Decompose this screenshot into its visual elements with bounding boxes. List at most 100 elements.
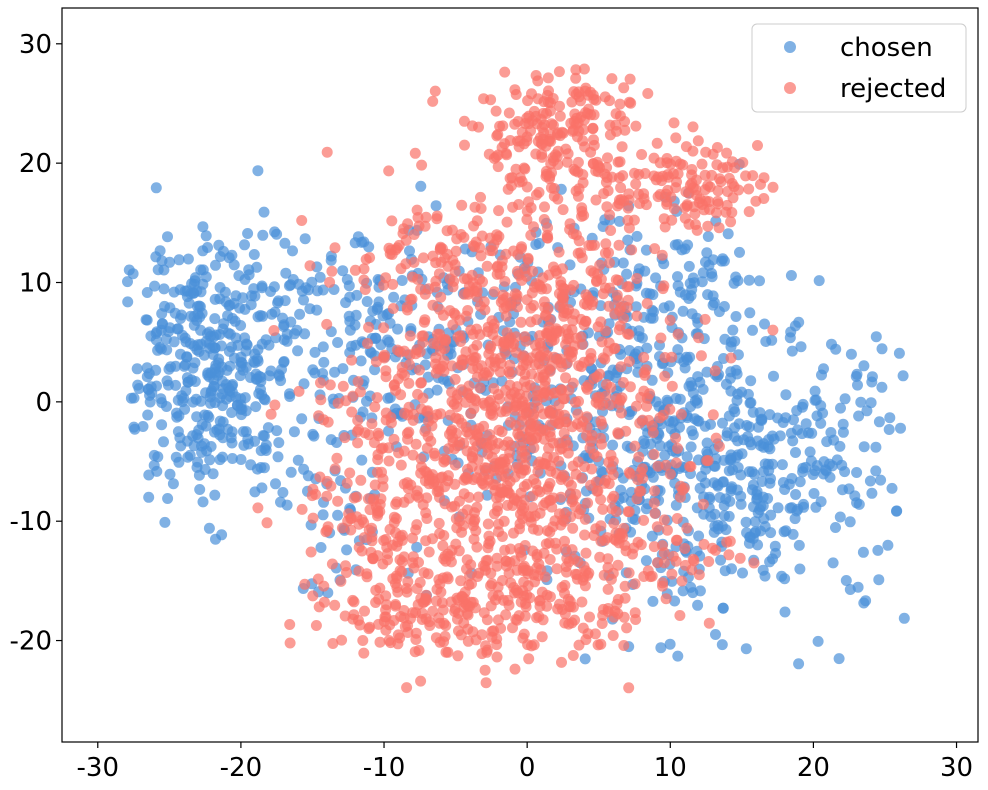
- rejected-point-861: [525, 229, 537, 241]
- rejected-point-1898: [637, 472, 649, 484]
- rejected-point-500: [579, 529, 591, 541]
- chosen-point-1349: [658, 258, 670, 270]
- chosen-point-310: [270, 478, 281, 490]
- rejected-point-663: [347, 390, 359, 402]
- chosen-point-171: [181, 372, 193, 384]
- chosen-point-348: [232, 399, 243, 411]
- chosen-point-736: [719, 565, 731, 577]
- rejected-point-1211: [722, 186, 733, 197]
- rejected-point-1081: [512, 116, 524, 127]
- chosen-point-1381: [317, 284, 329, 296]
- rejected-point-1821: [431, 213, 443, 225]
- chosen-point-536: [790, 447, 801, 458]
- rejected-point-1844: [664, 468, 676, 480]
- rejected-point-1907: [606, 493, 618, 505]
- chosen-point-189: [209, 489, 221, 501]
- rejected-point-1838: [496, 255, 508, 267]
- rejected-point-1379: [434, 617, 446, 629]
- chosen-point-47: [149, 280, 161, 292]
- chosen-point-677: [876, 381, 888, 393]
- rejected-point-1381: [500, 555, 512, 567]
- chosen-point-525: [793, 658, 805, 670]
- rejected-point-1781: [535, 340, 547, 352]
- chosen-point-272: [148, 449, 160, 461]
- x-tick-label-30: 30: [940, 753, 973, 783]
- chosen-point-132: [142, 409, 154, 421]
- chosen-point-176: [182, 451, 194, 463]
- rejected-point-1556: [329, 599, 341, 611]
- rejected-point-1401: [522, 568, 534, 580]
- rejected-point-684: [496, 426, 508, 438]
- rejected-point-874: [585, 352, 597, 364]
- rejected-point-1373: [579, 580, 591, 592]
- chosen-point-1372: [344, 291, 356, 303]
- chosen-point-447: [790, 489, 802, 500]
- rejected-point-656: [527, 523, 539, 535]
- rejected-point-678: [339, 432, 351, 444]
- rejected-point-233: [623, 467, 635, 478]
- rejected-point-1914: [614, 528, 626, 540]
- chosen-point-657: [796, 401, 808, 413]
- rejected-point-1514: [252, 502, 264, 514]
- rejected-point-596: [583, 379, 594, 391]
- rejected-point-399: [531, 385, 543, 397]
- rejected-point-1755: [641, 298, 653, 309]
- chosen-point-718: [737, 567, 748, 579]
- rejected-point-655: [553, 399, 565, 411]
- chosen-point-290: [179, 359, 191, 371]
- rejected-point-1159: [679, 212, 691, 224]
- chosen-point-1403: [363, 241, 375, 253]
- chosen-point-927: [724, 495, 736, 507]
- rejected-point-1185: [702, 220, 714, 232]
- rejected-point-1725: [497, 294, 509, 306]
- chosen-point-382: [263, 339, 275, 351]
- rejected-point-1669: [578, 319, 590, 331]
- chosen-point-394: [208, 380, 220, 392]
- chosen-point-971: [813, 275, 825, 287]
- chosen-point-540: [780, 389, 792, 401]
- chosen-point-280: [180, 336, 192, 348]
- rejected-point-672: [474, 329, 486, 341]
- rejected-point-1378: [374, 636, 386, 648]
- chosen-point-654: [789, 513, 801, 525]
- rejected-point-1805: [378, 279, 390, 291]
- chosen-point-396: [193, 300, 205, 312]
- chosen-point-334: [191, 429, 203, 441]
- rejected-point-1796: [324, 276, 336, 288]
- rejected-point-518: [601, 379, 612, 390]
- rejected-point-1086: [485, 94, 497, 106]
- rejected-point-703: [672, 328, 684, 340]
- chosen-point-960: [708, 526, 720, 538]
- chosen-point-1049: [747, 324, 758, 336]
- rejected-point-1204: [670, 182, 682, 194]
- chosen-point-274: [317, 341, 329, 353]
- rejected-point-1871: [657, 577, 669, 589]
- rejected-point-1916: [561, 552, 573, 564]
- chosen-point-206: [158, 436, 169, 448]
- rejected-point-982: [554, 110, 566, 122]
- rejected-point-1306: [415, 675, 427, 687]
- rejected-point-790: [352, 437, 364, 449]
- chosen-point-418: [893, 347, 905, 359]
- rejected-point-1075: [488, 152, 500, 164]
- rejected-point-1337: [584, 611, 595, 623]
- chosen-point-1078: [220, 296, 232, 308]
- chosen-point-620: [853, 498, 865, 510]
- chosen-point-1062: [685, 441, 697, 453]
- rejected-point-1498: [337, 380, 349, 392]
- rejected-point-1511: [356, 545, 368, 557]
- chosen-point-1287: [640, 244, 652, 256]
- rejected-point-1100: [551, 151, 563, 163]
- rejected-point-1758: [528, 300, 540, 311]
- rejected-point-1919: [686, 564, 698, 576]
- rejected-point-640: [417, 392, 429, 404]
- chosen-point-642: [849, 490, 861, 502]
- rejected-point-826: [508, 527, 519, 539]
- y-tick-label-30: 30: [19, 30, 52, 60]
- rejected-point-196: [435, 291, 447, 303]
- rejected-point-354: [623, 356, 635, 367]
- chosen-point-331: [197, 245, 209, 257]
- rejected-point-1746: [567, 228, 579, 240]
- rejected-point-1339: [479, 664, 491, 676]
- chosen-point-282: [240, 345, 252, 357]
